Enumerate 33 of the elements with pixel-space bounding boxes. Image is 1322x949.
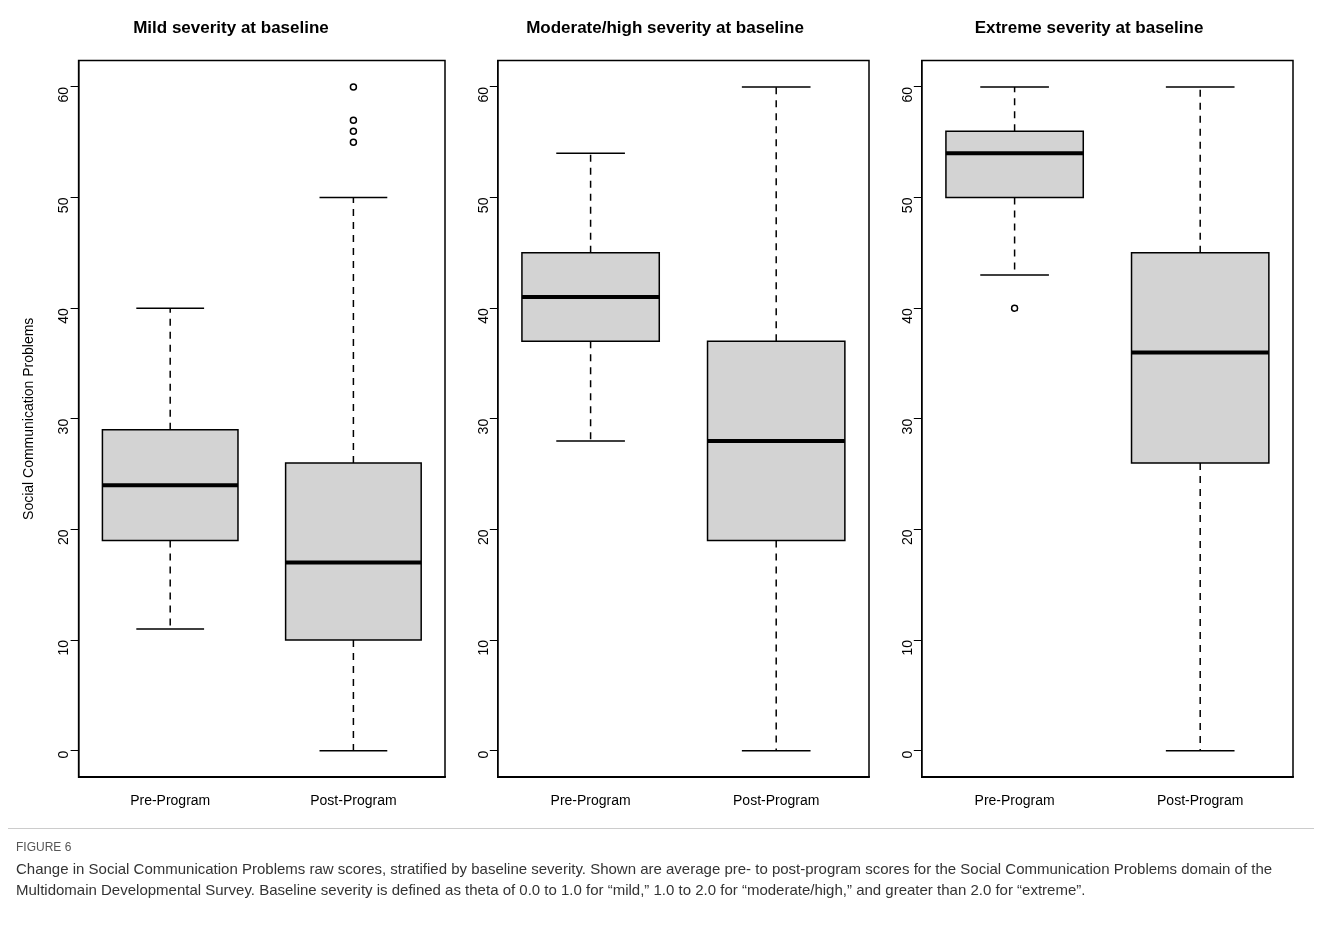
- y-tick-label: 0: [474, 750, 491, 759]
- y-tick-label: 20: [55, 529, 72, 545]
- y-tick-label: 10: [898, 639, 915, 656]
- x-tick-label: Pre-Program: [974, 792, 1055, 809]
- y-tick-label: 50: [898, 197, 915, 214]
- y-tick-label: 50: [474, 197, 491, 214]
- x-tick-label: Post-Program: [1157, 792, 1244, 809]
- chart-title: Extreme severity at baseline: [974, 17, 1204, 37]
- caption: FIGURE 6: [16, 839, 73, 856]
- y-tick-label: 60: [55, 86, 72, 103]
- x-tick-label: Post-Program: [733, 792, 820, 809]
- y-tick-label: 20: [898, 529, 915, 545]
- y-tick-label: 30: [55, 418, 72, 435]
- chart-title: Mild severity at baseline: [133, 17, 329, 37]
- y-tick-label: 30: [474, 418, 491, 435]
- y-tick-label: 20: [474, 529, 491, 545]
- chart-title: Moderate/high severity at baseline: [526, 17, 804, 37]
- y-tick-label: 60: [898, 86, 915, 103]
- y-tick-label: 40: [55, 307, 72, 324]
- y-tick-label: 30: [898, 418, 915, 435]
- y-tick-label: 10: [55, 639, 72, 656]
- y-tick-label: 0: [898, 750, 915, 759]
- x-tick-label: Pre-Program: [550, 792, 631, 809]
- y-tick-label: 40: [474, 307, 491, 324]
- y-tick-label: 40: [898, 307, 915, 324]
- text: Change in Social Communication Problems raw scores, stratified by baseline severity. Shown are average pre- to post-program scores for the Social Communication Problems domain of the Multidomain Developmental Survey. Baseline severity is defined as theta of 0.0 to 1.0 for “mild,” 1.0 to 2.0 for “moderate/high,” and greater than 2.0 for “extreme”.: [16, 858, 1274, 900]
- y-axis-title: Social Communication Problems: [20, 317, 37, 520]
- y-tick-label: 50: [55, 197, 72, 214]
- y-tick-label: 0: [55, 750, 72, 759]
- x-tick-label: Post-Program: [310, 792, 397, 809]
- y-tick-label: 10: [474, 639, 491, 656]
- x-tick-label: Pre-Program: [130, 792, 211, 809]
- y-tick-label: 60: [474, 86, 491, 103]
